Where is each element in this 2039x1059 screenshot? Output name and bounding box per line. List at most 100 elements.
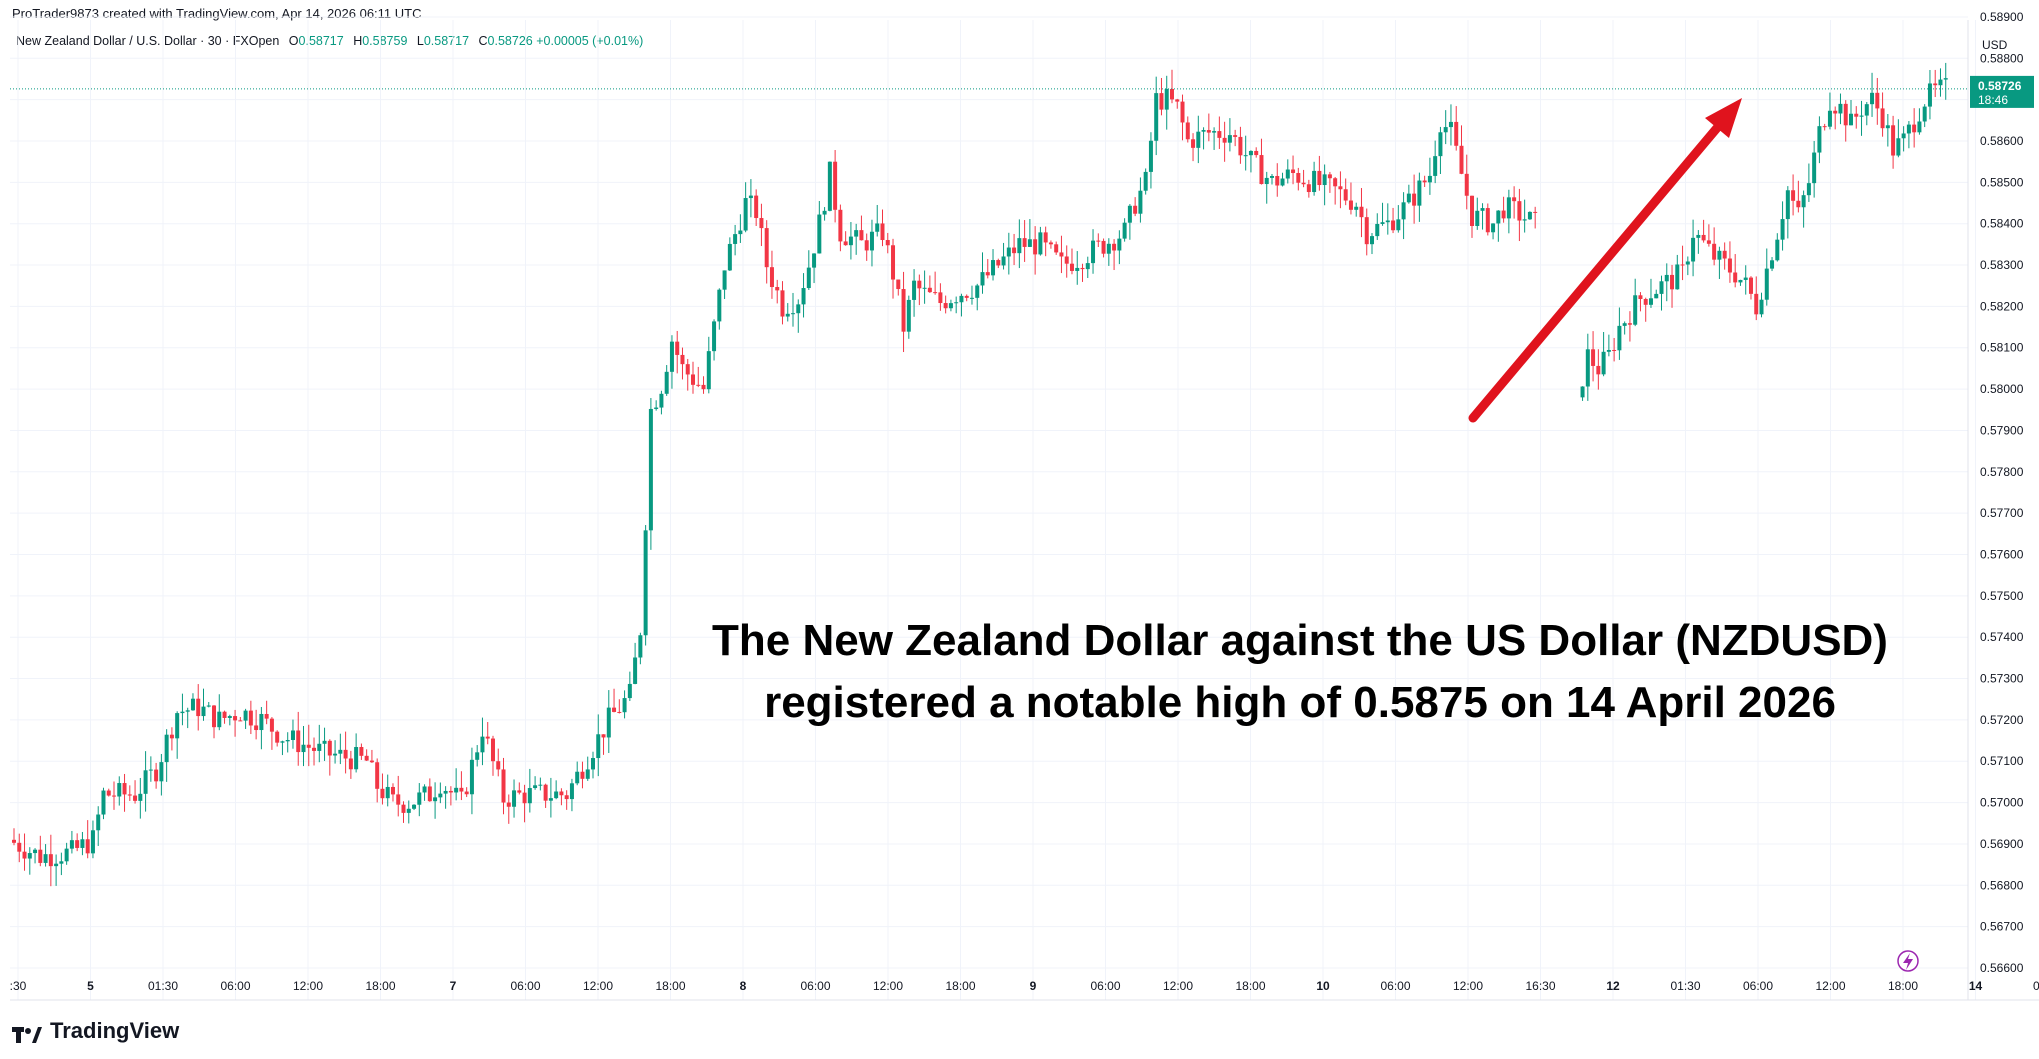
price-tick-label: 0.58000 — [1980, 382, 2024, 396]
candle-body — [1691, 237, 1696, 262]
candle-body — [317, 743, 322, 751]
candle-body — [1738, 279, 1743, 283]
tradingview-logo-icon — [12, 1023, 42, 1043]
candle-body — [1238, 136, 1243, 156]
candle-body — [1227, 135, 1232, 143]
candle-body — [1017, 238, 1022, 254]
candle-body — [538, 784, 543, 786]
candle-body — [1101, 240, 1106, 254]
candle-body — [1117, 238, 1122, 251]
candle-body — [1591, 349, 1596, 366]
candle-body — [912, 280, 917, 300]
candle-body — [969, 297, 974, 299]
time-tick-label: 7 — [450, 979, 457, 993]
candle-body — [806, 267, 811, 289]
tradingview-logo-text: TradingView — [50, 1018, 180, 1043]
candle-body — [1891, 125, 1896, 156]
tradingview-logo[interactable]: TradingView — [12, 1018, 179, 1044]
candle-body — [201, 706, 206, 717]
candle-body — [1333, 178, 1338, 187]
candle-body — [112, 795, 117, 797]
candle-body — [238, 720, 243, 722]
candle-body — [1733, 272, 1738, 283]
candle-body — [701, 384, 706, 390]
candle-body — [1396, 219, 1401, 231]
candle-body — [1812, 152, 1817, 184]
candle-body — [1780, 219, 1785, 240]
candle-body — [338, 749, 343, 754]
candle-body — [1175, 99, 1180, 102]
candle-body — [1259, 155, 1264, 185]
time-tick-label: 06:00 — [2033, 979, 2039, 993]
time-tick-label: 12:00 — [1453, 979, 1483, 993]
candle-body — [1701, 234, 1706, 241]
candle-body — [1327, 174, 1332, 179]
time-tick-label: 18:00 — [365, 979, 395, 993]
time-tick-label: 14 — [1969, 979, 1983, 993]
time-axis: :30 5 01:30 06:00 12:00 18:00 7 06:00 12:00 18:00… — [10, 979, 2039, 1001]
candle-body — [1127, 205, 1132, 223]
candle-body — [901, 289, 906, 332]
candle-body — [1375, 223, 1380, 237]
candle-body — [522, 792, 527, 804]
candle-body — [985, 272, 990, 276]
candle-body — [438, 793, 443, 798]
time-tick-label: :30 — [10, 979, 27, 993]
candle-body — [1033, 239, 1038, 255]
low-value: 0.58717 — [423, 34, 470, 48]
candle-body — [1296, 172, 1301, 183]
candle-body — [948, 303, 953, 309]
high-value: 0.58759 — [362, 34, 408, 48]
candle-body — [564, 795, 569, 800]
candle-body — [596, 734, 601, 759]
candle-body — [459, 787, 464, 792]
candle-body — [106, 790, 111, 796]
candle-body — [1348, 200, 1353, 210]
candle-body — [396, 794, 401, 805]
time-tick-label: 8 — [740, 979, 747, 993]
candle-body — [869, 231, 874, 251]
candle-body — [1427, 175, 1432, 183]
candle-body — [138, 793, 143, 801]
candle-body — [101, 790, 106, 815]
candle-body — [490, 738, 495, 762]
candle-body — [333, 753, 338, 756]
time-tick-label: 12:00 — [1815, 979, 1845, 993]
candle-body — [1580, 386, 1585, 398]
candle-body — [996, 260, 1001, 266]
candle-body — [527, 788, 532, 804]
candle-body — [290, 730, 295, 741]
candle-body — [1185, 122, 1190, 140]
candle-body — [1464, 173, 1469, 196]
candle-body — [1048, 242, 1053, 245]
candle-body — [843, 241, 848, 246]
candle-body — [1433, 156, 1438, 176]
candle-body — [1412, 193, 1417, 206]
candle-body — [848, 236, 853, 246]
candle-body — [1027, 239, 1032, 247]
candle-body — [59, 861, 64, 864]
candle-body — [1191, 139, 1196, 148]
candle-body — [1206, 130, 1211, 133]
candle-body — [1470, 195, 1475, 226]
price-tick-label: 0.57000 — [1980, 796, 2024, 810]
open-label: O — [288, 34, 299, 48]
candle-body — [1785, 190, 1790, 220]
price-tick-label: 0.57900 — [1980, 423, 2024, 437]
candle-body — [1370, 236, 1375, 245]
price-tick-label: 0.58400 — [1980, 217, 2024, 231]
candle-body — [1938, 79, 1943, 86]
candle-body — [1080, 267, 1085, 270]
candle-body — [738, 230, 743, 235]
candle-body — [1912, 124, 1917, 133]
candle-body — [680, 354, 685, 365]
candle-body — [159, 762, 164, 782]
candle-body — [75, 840, 80, 848]
time-tick-label: 01:30 — [148, 979, 178, 993]
candle-body — [454, 787, 459, 793]
candle-body — [748, 195, 753, 199]
candle-body — [548, 798, 553, 801]
price-tick-label: 0.58900 — [1980, 10, 2024, 24]
candle-body — [27, 853, 32, 859]
